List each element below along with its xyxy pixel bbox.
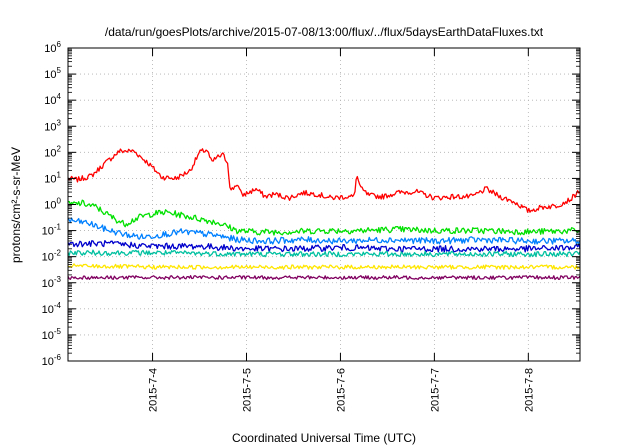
x-tick-label: 2015-7-8 [523, 368, 535, 412]
series-line-3 [67, 217, 581, 245]
y-axis-label: protons/cm²-s-sr-MeV [9, 147, 23, 263]
series-line-6 [67, 263, 581, 270]
y-tick-label: 103 [44, 118, 61, 133]
y-tick-label: 101 [44, 170, 61, 185]
x-tick-label: 2015-7-5 [241, 368, 253, 412]
y-tick-label: 100 [44, 197, 61, 212]
x-tick-label: 2015-7-7 [429, 368, 441, 412]
series-line-7 [67, 275, 581, 281]
y-tick-label: 10-2 [42, 249, 62, 264]
x-axis-label: Coordinated Universal Time (UTC) [232, 431, 416, 445]
grid [68, 48, 580, 361]
x-axis: 2015-7-4 2015-7-5 2015-7-6 2015-7-7 2015-7-8 [148, 48, 535, 412]
y-tick-label: 10-4 [42, 301, 62, 316]
y-axis: 10-6 10-5 10-4 10-3 10-2 10-1 100 101 102 103 104 1… [42, 40, 580, 368]
y-tick-label: 10-1 [42, 223, 62, 238]
y-tick-label: 10-5 [42, 327, 62, 342]
y-tick-label: 10-6 [42, 353, 62, 368]
series-line-5 [67, 249, 581, 258]
series-line-2 [67, 199, 581, 236]
y-tick-label: 106 [44, 40, 61, 55]
y-tick-label: 102 [44, 144, 61, 159]
series-line-1 [67, 148, 581, 213]
series-line-4 [67, 239, 581, 253]
series-group [67, 148, 581, 281]
chart-title: /data/run/goesPlots/archive/2015-07-08/1… [105, 25, 544, 39]
y-tick-label: 10-3 [42, 275, 62, 290]
y-tick-label: 104 [44, 92, 61, 107]
x-tick-label: 2015-7-4 [148, 368, 160, 412]
x-tick-label: 2015-7-6 [335, 368, 347, 412]
y-tick-label: 105 [44, 66, 61, 81]
